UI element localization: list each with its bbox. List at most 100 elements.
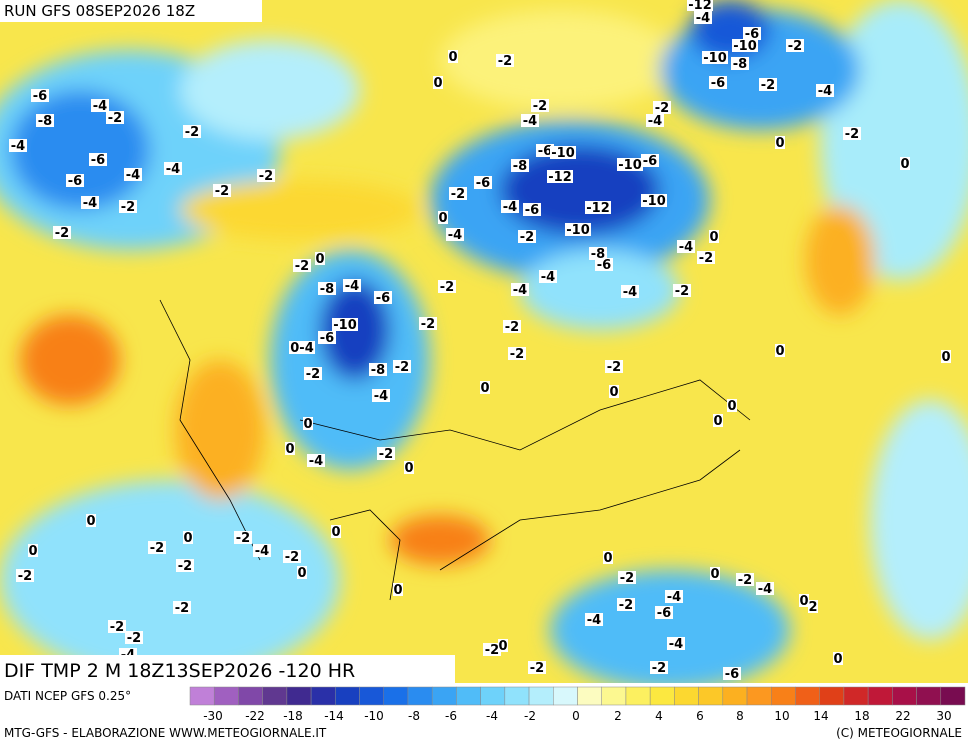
label-bg — [448, 50, 458, 63]
legend-swatch — [843, 686, 869, 706]
legend-tick-label: 10 — [774, 709, 789, 723]
label-bg — [91, 99, 109, 112]
contour-label: -2 — [761, 78, 775, 93]
label-bg — [775, 344, 785, 357]
contour-label: -2 — [620, 571, 634, 586]
contour-label: -4 — [255, 544, 269, 559]
legend-tick-label: -22 — [245, 709, 265, 723]
legend-tick-label: -10 — [364, 709, 384, 723]
label-bg — [677, 240, 695, 253]
label-bg — [331, 525, 341, 538]
contour-label: -10 — [333, 318, 357, 333]
label-bg — [119, 200, 137, 213]
label-bg — [307, 454, 325, 467]
contour-label: -4 — [448, 228, 462, 243]
label-bg — [106, 111, 124, 124]
label-bg — [173, 601, 191, 614]
legend-swatch — [649, 686, 675, 706]
legend-swatch — [238, 686, 263, 706]
contour-label: -4 — [166, 162, 180, 177]
contour-label: -4 — [696, 11, 710, 26]
contour-label: 0-4 — [290, 341, 314, 356]
header-box — [0, 0, 262, 22]
label-bg — [709, 230, 719, 243]
contour-label: -2 — [259, 169, 273, 184]
label-bg — [641, 154, 659, 167]
label-bg — [775, 136, 785, 149]
contour-label: -2 — [520, 230, 534, 245]
contour-label: -4 — [669, 637, 683, 652]
contour-label: -8 — [320, 282, 334, 297]
contour-label: -2 — [150, 541, 164, 556]
label-bg — [536, 144, 554, 157]
contour-label: -2 — [652, 661, 666, 676]
label-bg — [474, 176, 492, 189]
label-bg — [709, 76, 727, 89]
label-bg — [900, 157, 910, 170]
label-bg — [508, 347, 526, 360]
contour-label: -2 — [178, 559, 192, 574]
contour-label: 0 — [303, 417, 312, 432]
contour-label: -10 — [618, 158, 642, 173]
contour-label: -2 — [655, 101, 669, 116]
contour-label: -10 — [703, 51, 727, 66]
label-bg — [480, 381, 490, 394]
label-bg — [603, 551, 613, 564]
legend-swatch — [940, 686, 966, 706]
contour-label: -4 — [818, 84, 832, 99]
legend-swatch — [722, 686, 748, 706]
label-bg — [531, 99, 549, 112]
legend-swatch — [213, 686, 239, 706]
contour-label: -4 — [541, 270, 555, 285]
label-bg — [183, 125, 201, 138]
label-bg — [108, 620, 126, 633]
contour-label: 0 — [710, 567, 719, 582]
contour-label: -4 — [126, 168, 140, 183]
legend-swatch — [189, 686, 215, 706]
contour-label: -2 — [738, 573, 752, 588]
label-bg — [621, 285, 639, 298]
label-bg — [289, 341, 315, 354]
legend-swatch — [625, 686, 651, 706]
label-bg — [253, 544, 271, 557]
contour-label: -6 — [68, 174, 82, 189]
label-bg — [617, 158, 643, 171]
label-bg — [318, 331, 336, 344]
label-bg — [293, 259, 311, 272]
legend-swatch — [553, 686, 578, 706]
contour-label: -2 — [498, 54, 512, 69]
label-bg — [438, 280, 456, 293]
contour-label: -2 — [175, 601, 189, 616]
label-bg — [521, 114, 539, 127]
contour-label: 0 — [86, 514, 95, 529]
contour-label: 2 — [808, 600, 817, 615]
contour-label: -2 — [127, 631, 141, 646]
contour-label: 0 — [609, 385, 618, 400]
label-bg — [759, 78, 777, 91]
label-bg — [176, 559, 194, 572]
copyright: (C) METEOGIORNALE — [836, 726, 962, 740]
contour-label: -4 — [587, 613, 601, 628]
label-bg — [285, 442, 295, 455]
label-bg — [369, 363, 387, 376]
label-bg — [393, 583, 403, 596]
contour-label: -2 — [285, 550, 299, 565]
contour-label: -6 — [643, 154, 657, 169]
contour-label: -6 — [597, 258, 611, 273]
legend-tick-label: 14 — [813, 709, 828, 723]
legend-tick-label: -4 — [486, 709, 498, 723]
contour-label: -4 — [83, 196, 97, 211]
contour-label: -6 — [320, 331, 334, 346]
label-bg — [589, 247, 607, 260]
contour-label: -2 — [510, 347, 524, 362]
contour-label: -2 — [306, 367, 320, 382]
data-source: DATI NCEP GFS 0.25° — [4, 689, 131, 703]
label-bg — [694, 11, 712, 24]
legend-swatch — [504, 686, 530, 706]
contour-label: 0 — [833, 652, 842, 667]
contour-label: -2 — [675, 284, 689, 299]
label-bg — [687, 0, 713, 11]
label-bg — [808, 600, 818, 613]
contour-label: 0 — [285, 442, 294, 457]
contour-label: -2 — [18, 569, 32, 584]
